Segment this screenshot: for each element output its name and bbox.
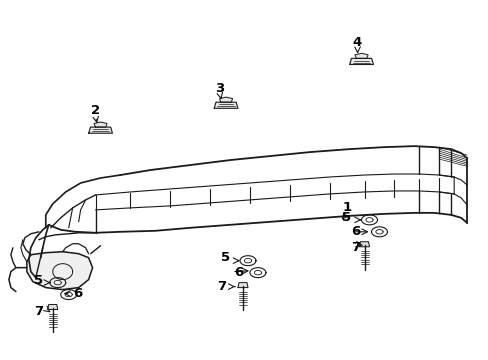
Text: 5: 5 bbox=[221, 251, 229, 264]
Text: 7: 7 bbox=[351, 241, 360, 254]
Text: 6: 6 bbox=[73, 287, 82, 300]
Text: 5: 5 bbox=[34, 274, 43, 287]
Polygon shape bbox=[214, 102, 238, 108]
Text: 2: 2 bbox=[91, 104, 100, 117]
Polygon shape bbox=[359, 242, 369, 247]
Polygon shape bbox=[88, 127, 112, 133]
Polygon shape bbox=[219, 97, 232, 102]
Polygon shape bbox=[48, 305, 58, 310]
Text: 4: 4 bbox=[352, 36, 362, 49]
Text: 5: 5 bbox=[342, 211, 351, 224]
Text: 3: 3 bbox=[215, 82, 224, 95]
Text: 1: 1 bbox=[343, 201, 351, 215]
Text: 6: 6 bbox=[351, 225, 360, 238]
Text: 6: 6 bbox=[234, 266, 243, 279]
Polygon shape bbox=[354, 53, 367, 58]
Polygon shape bbox=[349, 58, 373, 64]
Text: 7: 7 bbox=[217, 280, 225, 293]
Polygon shape bbox=[238, 283, 247, 288]
Text: 7: 7 bbox=[34, 305, 43, 318]
Polygon shape bbox=[94, 122, 107, 127]
Polygon shape bbox=[27, 252, 92, 289]
